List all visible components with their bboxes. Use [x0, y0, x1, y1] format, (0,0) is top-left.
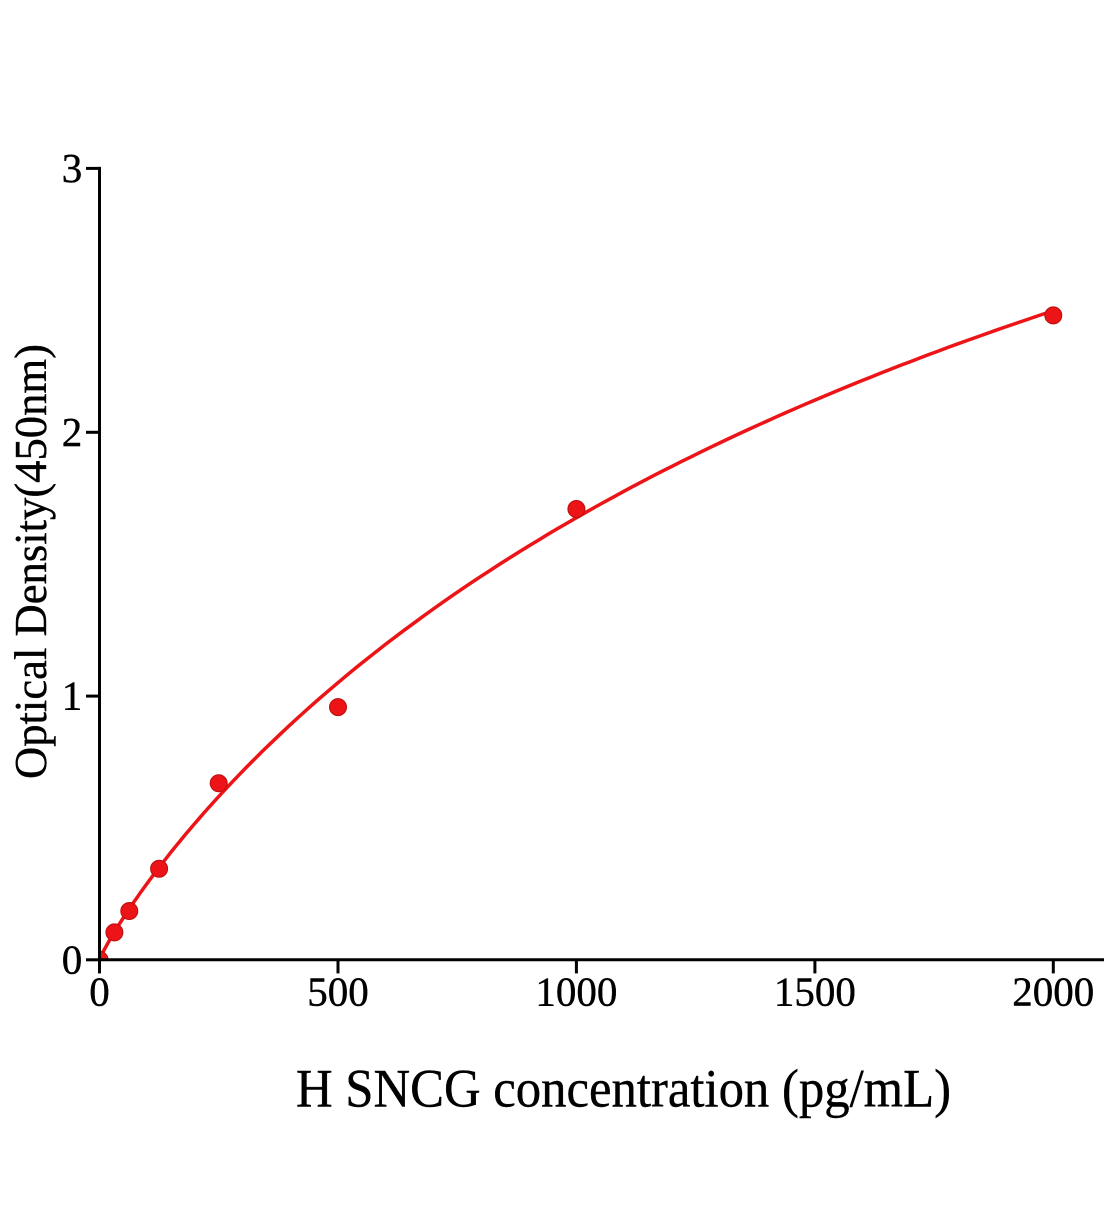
svg-text:0: 0 — [62, 936, 83, 982]
svg-text:2: 2 — [62, 409, 83, 455]
svg-text:Optical Density(450nm): Optical Density(450nm) — [5, 344, 56, 779]
svg-text:500: 500 — [307, 969, 369, 1015]
svg-text:2000: 2000 — [1012, 969, 1094, 1015]
svg-text:1500: 1500 — [774, 969, 856, 1015]
svg-text:1: 1 — [62, 673, 83, 719]
svg-text:H SNCG concentration (pg/mL): H SNCG concentration (pg/mL) — [296, 1057, 951, 1118]
svg-text:0: 0 — [89, 969, 110, 1015]
svg-text:1000: 1000 — [535, 969, 617, 1015]
svg-text:3: 3 — [62, 145, 83, 191]
